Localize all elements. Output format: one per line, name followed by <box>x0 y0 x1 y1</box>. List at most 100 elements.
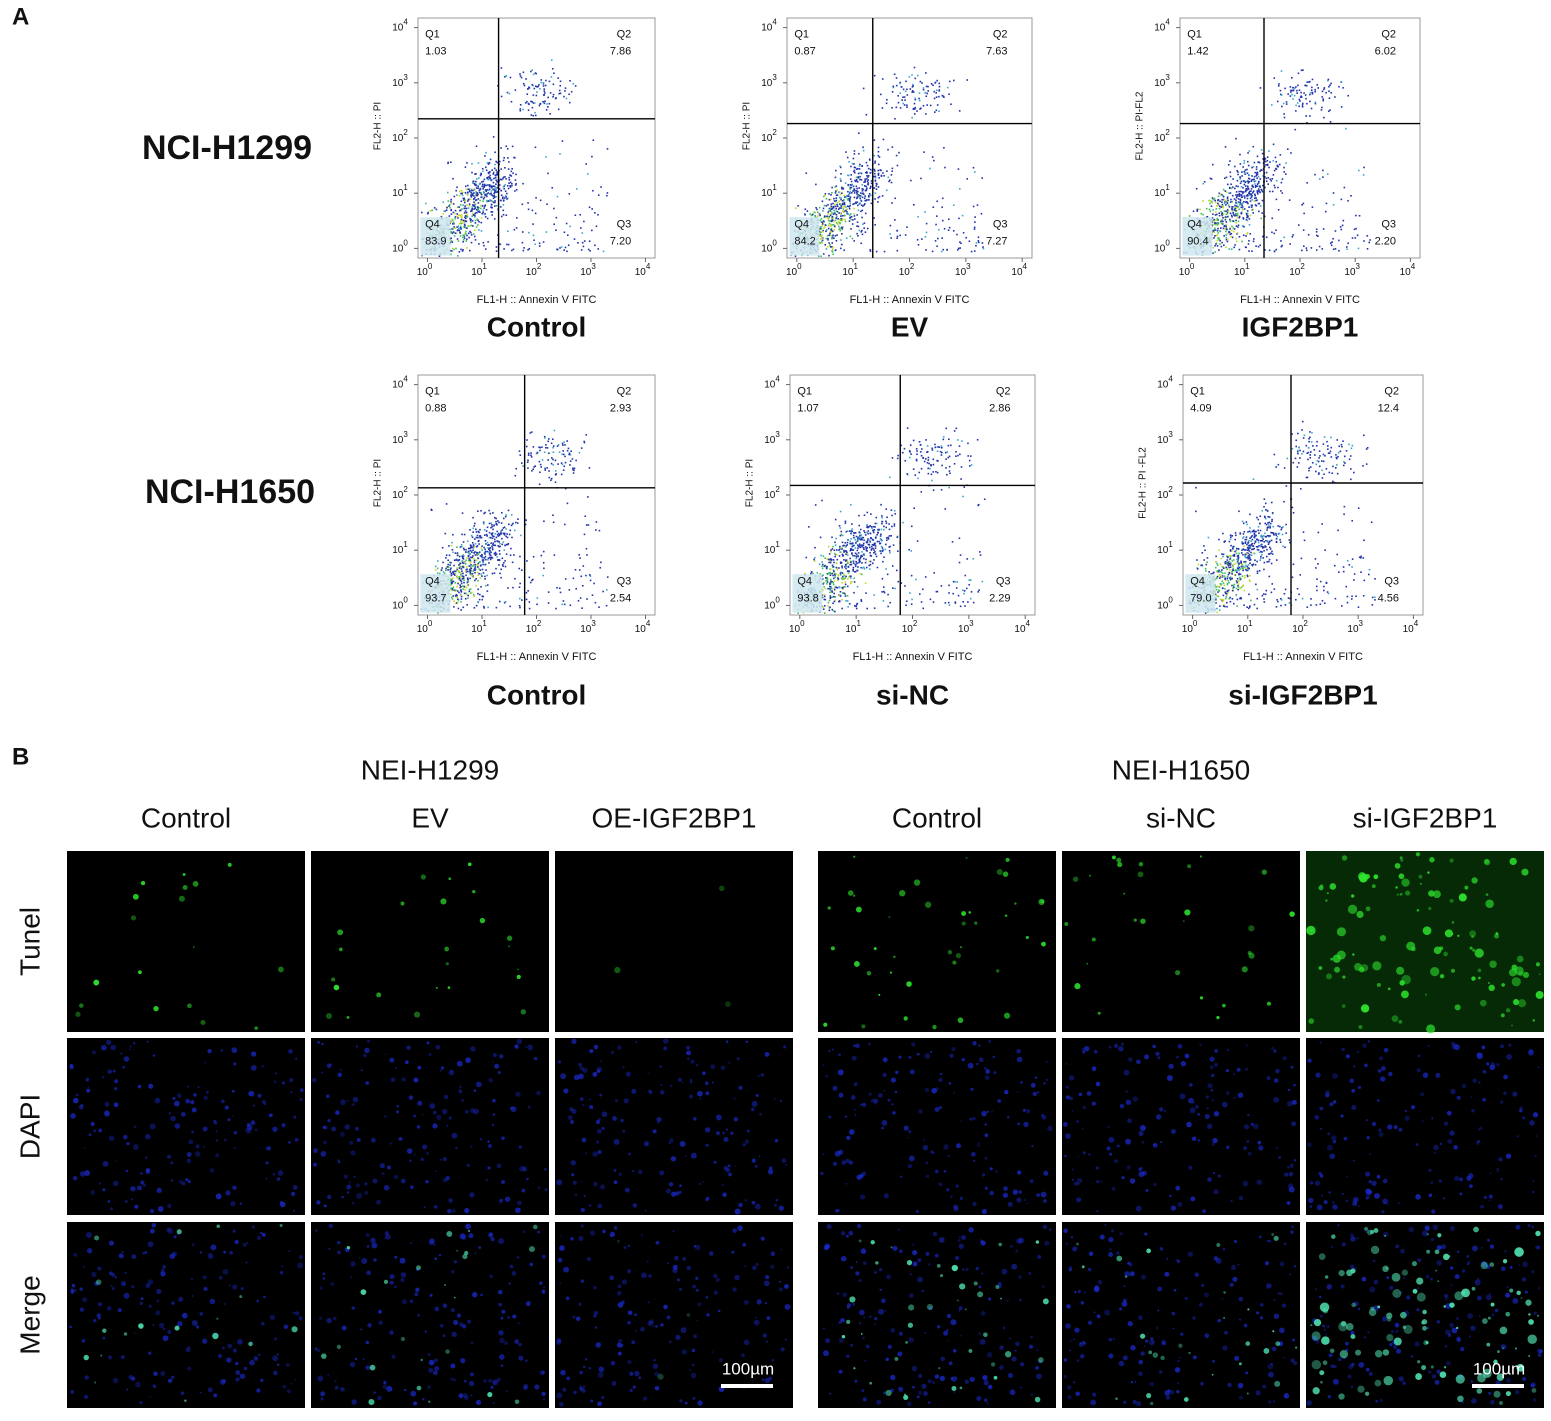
event-dot <box>453 600 455 602</box>
event-dot <box>861 562 863 564</box>
event-dot <box>1218 192 1221 195</box>
event-dot <box>478 189 481 191</box>
event-dot <box>849 563 851 566</box>
event-dot <box>530 431 533 433</box>
event-dot <box>1264 176 1266 178</box>
event-dot <box>495 522 498 525</box>
event-dot <box>483 185 486 187</box>
event-dot <box>1261 553 1263 556</box>
event-dot <box>875 516 878 519</box>
event-dot <box>1232 569 1234 572</box>
event-dot <box>863 530 865 532</box>
event-dot <box>472 527 475 530</box>
event-dot <box>1210 178 1213 180</box>
event-dot <box>547 459 549 461</box>
event-dot <box>471 551 473 553</box>
event-dot <box>531 579 533 582</box>
quadrant-value: 93.7 <box>425 592 446 604</box>
event-dot <box>1214 234 1216 237</box>
event-dot <box>1289 95 1292 97</box>
event-dot <box>485 184 487 187</box>
event-dot <box>838 586 841 589</box>
event-dot <box>828 234 831 237</box>
event-dot <box>447 200 450 202</box>
event-dot <box>1216 234 1219 236</box>
event-dot <box>839 227 841 229</box>
event-dot <box>1279 525 1281 528</box>
event-dot <box>912 439 915 442</box>
tick-exponent: 2 <box>775 485 780 494</box>
event-dot <box>834 574 837 577</box>
event-dot <box>873 139 876 141</box>
event-dot <box>957 594 960 597</box>
quadrant-value: 7.27 <box>986 235 1007 247</box>
event-dot <box>829 246 832 248</box>
event-dot <box>1328 97 1331 99</box>
tick-base: 10 <box>764 600 776 611</box>
event-dot <box>845 545 847 547</box>
event-dot <box>868 560 871 563</box>
event-dot <box>829 559 831 562</box>
event-dot <box>457 217 459 219</box>
event-dot <box>498 550 501 552</box>
event-dot <box>963 486 966 488</box>
event-dot <box>821 561 823 563</box>
event-dot <box>1258 551 1261 554</box>
event-dot <box>818 563 821 566</box>
event-dot <box>829 585 831 588</box>
event-dot <box>1368 241 1371 244</box>
event-dot <box>567 244 570 247</box>
event-dot <box>496 190 499 193</box>
event-dot <box>902 96 904 98</box>
event-dot <box>856 196 859 199</box>
event-dot <box>501 563 504 566</box>
event-dot <box>873 154 875 157</box>
event-dot <box>863 548 865 551</box>
event-dot <box>434 565 437 568</box>
event-dot <box>552 83 555 86</box>
event-dot <box>841 547 843 549</box>
event-dot <box>957 168 960 170</box>
event-dot <box>841 214 844 217</box>
event-dot <box>525 445 528 448</box>
event-dot <box>1331 241 1333 243</box>
event-dot <box>961 440 963 442</box>
event-dot <box>836 194 839 196</box>
event-dot <box>475 199 478 201</box>
event-dot <box>574 214 577 217</box>
event-dot <box>454 216 457 218</box>
event-dot <box>874 522 877 525</box>
event-dot <box>877 146 880 149</box>
event-dot <box>501 543 504 546</box>
event-dot <box>522 182 524 185</box>
quadrant-name: Q3 <box>993 218 1008 230</box>
event-dot <box>561 140 564 142</box>
event-dot <box>550 462 553 465</box>
event-dot <box>852 185 855 188</box>
event-dot <box>462 240 465 243</box>
event-dot <box>1235 225 1238 227</box>
event-dot <box>558 587 561 590</box>
event-dot <box>922 87 925 89</box>
event-dot <box>1240 196 1243 198</box>
event-dot <box>827 545 830 548</box>
event-dot <box>468 203 471 206</box>
event-dot <box>824 587 827 590</box>
tick-exponent: 2 <box>1300 262 1305 271</box>
event-dot <box>1241 549 1243 551</box>
event-dot <box>472 547 475 549</box>
event-dot <box>534 212 537 215</box>
event-dot <box>1216 217 1219 220</box>
event-dot <box>1306 249 1308 252</box>
event-dot <box>904 585 906 587</box>
event-dot <box>844 542 847 544</box>
event-dot <box>467 570 469 573</box>
event-dot <box>1220 557 1223 560</box>
event-dot <box>459 593 462 596</box>
plot-title: Control <box>487 311 587 342</box>
event-dot <box>843 203 845 206</box>
event-dot <box>521 241 524 244</box>
event-dot <box>515 227 518 229</box>
event-dot <box>557 108 560 111</box>
event-dot <box>460 565 462 568</box>
